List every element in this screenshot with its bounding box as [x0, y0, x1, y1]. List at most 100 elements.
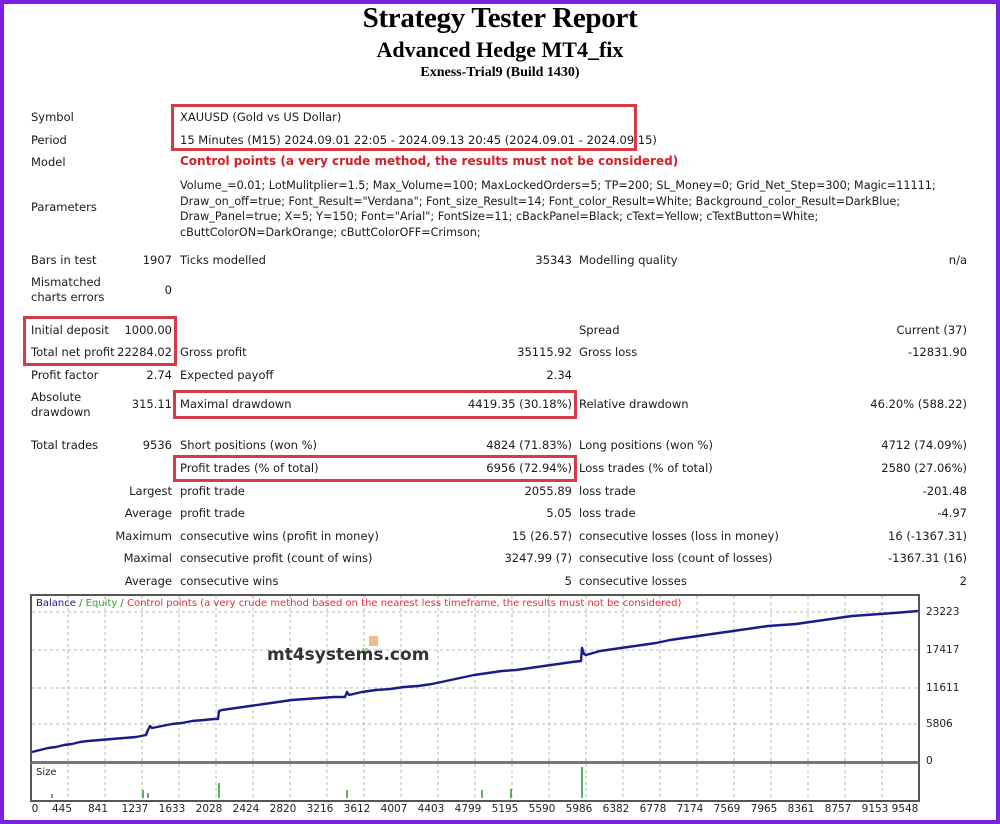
largest-profit-trade-value: 2055.89: [524, 484, 572, 498]
maximal-consec-loss-label: consecutive loss (count of losses): [579, 551, 773, 565]
initial-deposit-label: Initial deposit: [31, 323, 109, 337]
max-consec-wins-label: consecutive wins (profit in money): [180, 529, 379, 543]
gross-loss-label: Gross loss: [579, 345, 638, 359]
y-tick-11611: 11611: [926, 682, 960, 694]
x-tick: 4799: [454, 803, 482, 815]
largest-loss-trade-value: -201.48: [922, 484, 967, 498]
x-tick: 1633: [158, 803, 186, 815]
symbol-label: Symbol: [31, 110, 74, 124]
x-tick: 4403: [417, 803, 445, 815]
watermark-orange-mark: [369, 636, 378, 646]
x-tick: 8361: [787, 803, 815, 815]
spread-label: Spread: [579, 323, 620, 337]
mismatched-label-2: charts errors: [31, 290, 105, 304]
long-positions-value: 4712 (74.09%): [881, 438, 967, 452]
bars-in-test-value: 1907: [142, 253, 172, 267]
gross-loss-value: -12831.90: [907, 345, 967, 359]
x-tick: 2820: [269, 803, 297, 815]
y-tick-0: 0: [926, 755, 933, 767]
ticks-modelled-label: Ticks modelled: [180, 253, 266, 267]
average-label: Average: [124, 506, 172, 520]
y-tick-5806: 5806: [926, 718, 953, 730]
size-panel-label: Size: [36, 767, 57, 778]
x-tick: 9153: [861, 803, 889, 815]
profit-factor-value: 2.74: [146, 368, 172, 382]
largest-label: Largest: [129, 484, 172, 498]
x-tick: 3216: [306, 803, 334, 815]
absolute-drawdown-label-2: drawdown: [31, 405, 91, 419]
profit-trades-label: Profit trades (% of total): [180, 461, 319, 475]
expert-name: Advanced Hedge MT4_fix: [376, 37, 624, 62]
y-tick-23223: 23223: [926, 606, 960, 618]
x-tick: 6778: [639, 803, 667, 815]
legend-balance: Balance: [36, 598, 76, 609]
largest-profit-trade-label: profit trade: [180, 484, 245, 498]
total-net-profit-label: Total net profit: [31, 345, 115, 359]
average-loss-trade-value: -4.97: [937, 506, 967, 520]
relative-drawdown-value: 46.20% (588.22): [870, 397, 967, 411]
maximal-consec-loss-value: -1367.31 (16): [888, 551, 967, 565]
balance-line: [31, 609, 919, 754]
x-tick: 841: [87, 803, 109, 815]
symbol-value: XAUUSD (Gold vs US Dollar): [180, 110, 342, 124]
chart-legend: Balance / Equity / Control points (a ver…: [36, 598, 682, 609]
avg-consec-wins-label: consecutive wins: [180, 574, 279, 588]
loss-trades-value: 2580 (27.06%): [881, 461, 967, 475]
average-profit-trade-label: profit trade: [180, 506, 245, 520]
short-positions-label: Short positions (won %): [180, 438, 318, 452]
size-bars: [51, 767, 583, 798]
grid-lines: [32, 596, 918, 800]
initial-deposit-value: 1000.00: [124, 323, 172, 337]
report-title: Strategy Tester Report: [362, 2, 638, 34]
largest-loss-trade-label: loss trade: [579, 484, 636, 498]
absolute-drawdown-value: 315.11: [131, 397, 172, 411]
maximal-consec-profit-label: consecutive profit (count of wins): [180, 551, 373, 565]
max-consec-wins-value: 15 (26.57): [511, 529, 572, 543]
avg-consec-wins-value: 5: [564, 574, 572, 588]
modelling-quality-label: Modelling quality: [579, 253, 678, 267]
x-tick: 5986: [565, 803, 593, 815]
watermark-text: mt4systems.com: [267, 645, 430, 665]
x-tick: 7174: [676, 803, 704, 815]
maximum-label: Maximum: [115, 529, 172, 543]
loss-trades-label: Loss trades (% of total): [579, 461, 713, 475]
model-value: Control points (a very crude method, the…: [180, 154, 679, 168]
legend-control-points-note: Control points (a very crude method base…: [126, 598, 682, 609]
spread-value: Current (37): [896, 323, 967, 337]
x-tick: 6382: [602, 803, 630, 815]
ticks-modelled-value: 35343: [535, 253, 572, 267]
avg-consec-losses-value: 2: [959, 574, 967, 588]
maximal-drawdown-label: Maximal drawdown: [180, 397, 292, 411]
mismatched-label-1: Mismatched: [31, 275, 101, 289]
profit-factor-label: Profit factor: [31, 368, 99, 382]
maximal-drawdown-value: 4419.35 (30.18%): [467, 397, 572, 411]
total-trades-label: Total trades: [31, 438, 99, 452]
period-label: Period: [31, 133, 67, 147]
bars-in-test-label: Bars in test: [31, 253, 97, 267]
modelling-quality-value: n/a: [948, 253, 967, 267]
short-positions-value: 4824 (71.83%): [486, 438, 572, 452]
avg-consec-losses-label: consecutive losses: [579, 574, 687, 588]
parameters-label: Parameters: [31, 200, 97, 214]
x-tick: 5590: [528, 803, 556, 815]
x-tick: 4007: [380, 803, 408, 815]
maximal-consec-profit-value: 3247.99 (7): [504, 551, 572, 565]
x-tick: 5195: [491, 803, 519, 815]
server-build: Exness-Trial9 (Build 1430): [420, 65, 580, 80]
x-tick: 1237: [121, 803, 149, 815]
parameters-value: Volume_=0.01; LotMulitplier=1.5; Max_Vol…: [180, 179, 936, 239]
x-tick: 445: [51, 803, 73, 815]
x-tick: 8757: [824, 803, 852, 815]
gross-profit-value: 35115.92: [517, 345, 572, 359]
legend-equity: Equity: [85, 598, 118, 609]
gross-profit-label: Gross profit: [180, 345, 247, 359]
x-tick: 7965: [750, 803, 778, 815]
x-tick: 0: [31, 803, 39, 815]
expected-payoff-label: Expected payoff: [180, 368, 274, 382]
max-consec-losses-label: consecutive losses (loss in money): [579, 529, 779, 543]
y-tick-17417: 17417: [926, 644, 960, 656]
absolute-drawdown-label-1: Absolute: [31, 390, 82, 404]
x-tick: 2028: [195, 803, 223, 815]
average-profit-trade-value: 5.05: [546, 506, 572, 520]
